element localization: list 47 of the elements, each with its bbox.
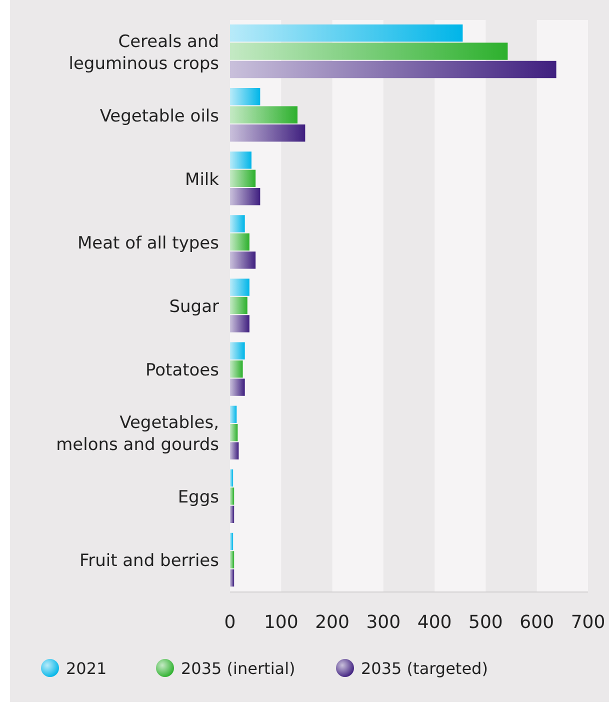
bar xyxy=(230,378,245,396)
bar xyxy=(230,215,245,232)
bar xyxy=(230,506,234,523)
bar xyxy=(230,24,463,42)
x-tick-label: 700 xyxy=(570,612,606,633)
bar xyxy=(230,60,556,78)
bar xyxy=(230,106,298,124)
x-tick-label: 0 xyxy=(224,612,236,633)
x-tick-label: 200 xyxy=(315,612,350,633)
bar xyxy=(230,569,234,587)
bar xyxy=(230,315,250,332)
legend-label: 2035 (inertial) xyxy=(181,659,296,678)
bar xyxy=(230,88,260,106)
y-tick-label: Milk xyxy=(185,170,220,190)
y-tick-label: Vegetables, melons and gourds xyxy=(56,413,220,456)
bar xyxy=(230,233,250,251)
bar xyxy=(230,442,239,460)
bar xyxy=(230,42,508,60)
x-tick-label: 100 xyxy=(264,612,298,633)
bar xyxy=(230,488,234,505)
bar xyxy=(230,278,250,296)
x-tick-label: 600 xyxy=(520,612,554,633)
legend-label: 2035 (targeted) xyxy=(361,659,488,678)
legend-label: 2021 xyxy=(66,659,107,678)
bar xyxy=(230,551,234,568)
bar xyxy=(230,406,237,423)
bar xyxy=(230,252,256,269)
bar xyxy=(230,170,256,187)
bar xyxy=(230,124,306,142)
bar xyxy=(230,296,248,314)
y-tick-label: Sugar xyxy=(169,297,220,317)
x-tick-label: 300 xyxy=(366,612,401,633)
y-tick-label: Potatoes xyxy=(145,360,220,381)
bar xyxy=(230,152,252,169)
bar xyxy=(230,469,234,487)
y-tick-label: Vegetable oils xyxy=(100,106,220,126)
x-tick-label: 500 xyxy=(468,612,503,633)
bar xyxy=(230,532,234,550)
y-tick-label: Eggs xyxy=(178,488,220,508)
y-tick-label: Meat of all types xyxy=(77,233,220,254)
x-tick-label: 400 xyxy=(417,612,452,633)
y-tick-label: Cereals and leguminous crops xyxy=(68,32,220,74)
y-tick-label: Fruit and berries xyxy=(80,551,220,572)
bar xyxy=(230,360,243,378)
bar xyxy=(230,342,245,360)
bar xyxy=(230,188,260,206)
bar xyxy=(230,424,238,442)
